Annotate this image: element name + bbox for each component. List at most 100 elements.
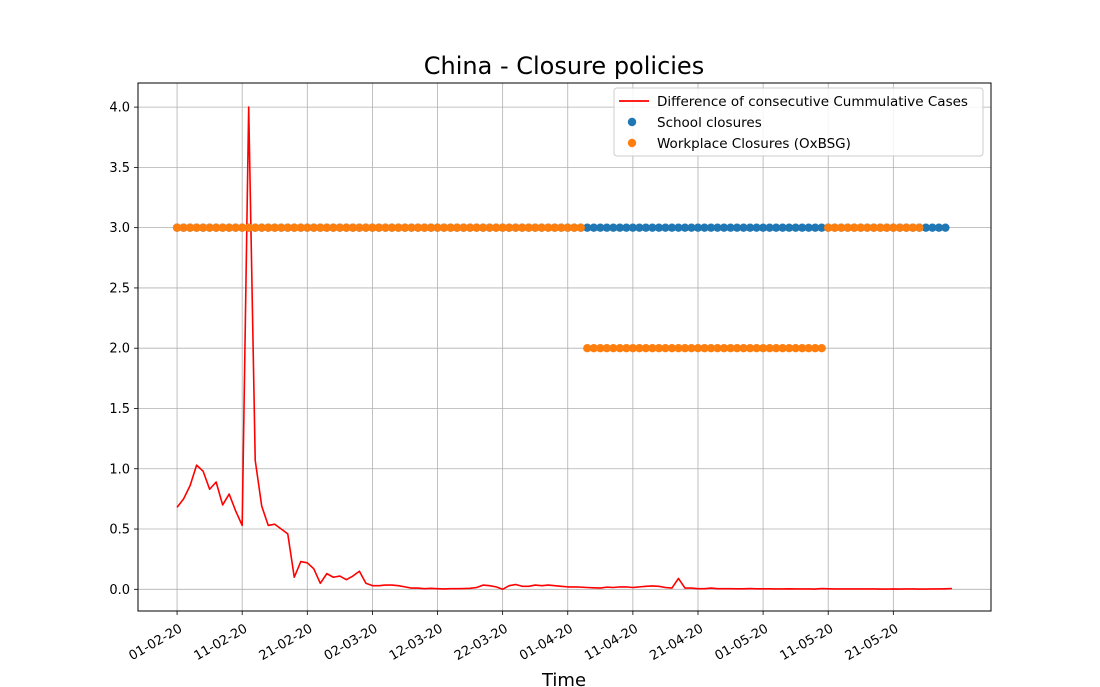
series-point: [504, 223, 514, 232]
series-point: [771, 344, 781, 353]
series-point: [531, 223, 540, 232]
series-point: [804, 344, 813, 353]
series-point: [654, 344, 664, 353]
point-series: [172, 223, 950, 353]
series-point: [635, 344, 644, 353]
series-point: [433, 223, 442, 232]
series-point: [452, 223, 462, 232]
legend-marker-point: [627, 138, 637, 148]
series-point: [550, 223, 559, 232]
series-point: [322, 223, 332, 232]
series-point: [218, 223, 227, 232]
series-point: [192, 223, 201, 232]
series-point: [752, 223, 761, 232]
series-point: [837, 223, 846, 232]
series-point: [797, 223, 807, 232]
series-point: [667, 344, 677, 353]
series-point: [622, 344, 631, 353]
series-point: [602, 223, 612, 232]
series-point: [498, 223, 507, 232]
series-point: [687, 344, 696, 353]
series-point: [348, 223, 358, 232]
series-point: [882, 223, 892, 232]
series-point: [224, 223, 234, 232]
series-point: [576, 223, 585, 232]
series-point: [524, 223, 533, 232]
y-tick-label: 3.0: [109, 221, 130, 236]
series-point: [557, 223, 566, 232]
series-point: [641, 223, 651, 232]
series-point: [205, 223, 214, 232]
series-point: [797, 344, 807, 353]
series-point: [680, 223, 690, 232]
series-point: [335, 223, 345, 232]
series-point: [700, 223, 709, 232]
series-point: [211, 223, 221, 232]
series-point: [368, 223, 377, 232]
series-point: [439, 223, 449, 232]
series-point: [713, 344, 722, 353]
series-line-difference: [176, 106, 952, 591]
series-point: [889, 223, 898, 232]
legend: Difference of consecutive Cummulative Ca…: [613, 87, 984, 157]
y-axis: 0.0 0.5 1.0 1.5 2.0 2.5 3.0 3.5 4.0: [109, 101, 138, 598]
series-point: [413, 223, 423, 232]
series-point: [700, 344, 709, 353]
series-point: [739, 344, 748, 353]
series-point: [615, 223, 625, 232]
y-tick-label: 2.5: [109, 281, 130, 296]
series-point: [726, 223, 735, 232]
series-point: [817, 223, 826, 232]
series-point: [537, 223, 546, 232]
series-point: [609, 344, 618, 353]
series-point: [426, 223, 436, 232]
series-point: [810, 344, 820, 353]
series-point: [251, 223, 260, 232]
series-point: [667, 223, 677, 232]
series-point: [661, 223, 670, 232]
series-point: [570, 223, 579, 232]
series-point: [863, 223, 872, 232]
y-tick-label: 0.5: [109, 523, 130, 538]
series-point: [622, 223, 631, 232]
series-point: [609, 223, 618, 232]
y-tick-label: 3.5: [109, 161, 130, 176]
series-point: [179, 223, 188, 232]
series-point: [257, 223, 266, 232]
legend-label: Difference of consecutive Cummulative Ca…: [657, 94, 968, 110]
series-point: [172, 223, 182, 232]
series-point: [596, 223, 605, 232]
series-point: [517, 223, 527, 232]
series-point: [765, 223, 774, 232]
series-point: [316, 223, 325, 232]
series-point: [902, 223, 911, 232]
series-point: [589, 344, 598, 353]
series-point: [583, 344, 592, 353]
series-point: [491, 223, 501, 232]
series-point: [303, 223, 312, 232]
series-point: [732, 344, 742, 353]
series-point: [791, 223, 800, 232]
series-point: [635, 223, 644, 232]
series-point: [654, 223, 664, 232]
series-point: [237, 223, 247, 232]
series-point: [290, 223, 299, 232]
plot-area-frame: [137, 82, 992, 612]
series-point: [596, 344, 605, 353]
series-point: [895, 223, 905, 232]
series-point: [478, 223, 488, 232]
series-point: [758, 223, 768, 232]
series-point: [374, 223, 384, 232]
series-point: [830, 223, 839, 232]
series-point: [465, 223, 475, 232]
legend-label: School closures: [657, 115, 762, 131]
series-point: [231, 223, 240, 232]
series-point: [583, 223, 592, 232]
series-point: [544, 223, 553, 232]
series-point: [739, 223, 748, 232]
y-tick-label: 1.0: [109, 462, 130, 477]
y-tick-label: 1.5: [109, 402, 130, 417]
series-point: [511, 223, 520, 232]
series-point: [244, 223, 253, 232]
series-point: [719, 223, 729, 232]
